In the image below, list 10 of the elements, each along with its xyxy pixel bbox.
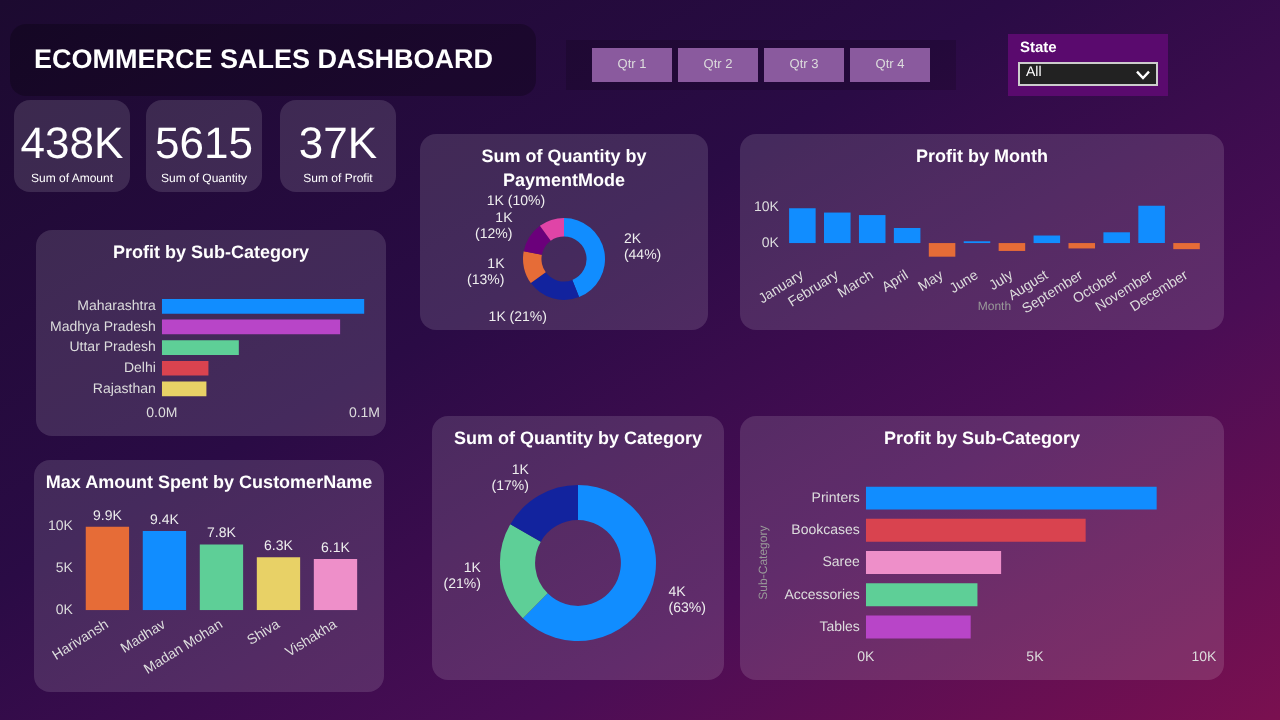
chart-title: Profit by Sub-Category (881, 426, 1082, 450)
text: 37K (296, 118, 380, 170)
chart-title: Profit by Sub-Category (110, 240, 311, 264)
text: 438K (18, 118, 126, 170)
chart-title: Sum of Quantity by Category (451, 426, 704, 450)
chart-title: Sum of Quantity by PaymentMode (479, 144, 649, 192)
chart-title: Max Amount Spent by CustomerName (43, 470, 375, 494)
text: 5615 (153, 118, 255, 170)
chart-title: Profit by Month (914, 144, 1050, 168)
text: ECOMMERCE SALES DASHBOARD (10, 24, 536, 96)
